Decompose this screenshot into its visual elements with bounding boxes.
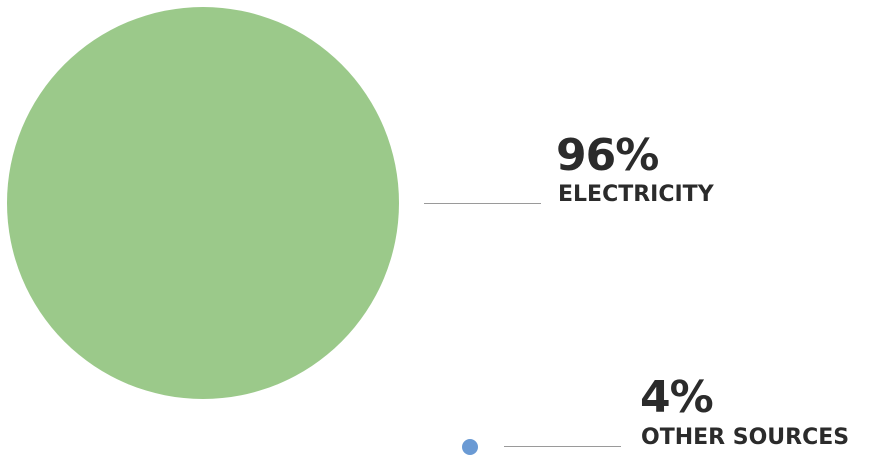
- other-sources-bubble: [462, 439, 478, 455]
- electricity-value-label: 96%: [556, 130, 659, 181]
- other-sources-value-label: 4%: [640, 372, 714, 423]
- other-sources-category-label: OTHER SOURCES: [641, 425, 850, 450]
- electricity-category-label: ELECTRICITY: [558, 182, 714, 207]
- other-sources-leader-line: [504, 446, 621, 447]
- electricity-bubble: [7, 7, 399, 399]
- electricity-leader-line: [424, 203, 541, 204]
